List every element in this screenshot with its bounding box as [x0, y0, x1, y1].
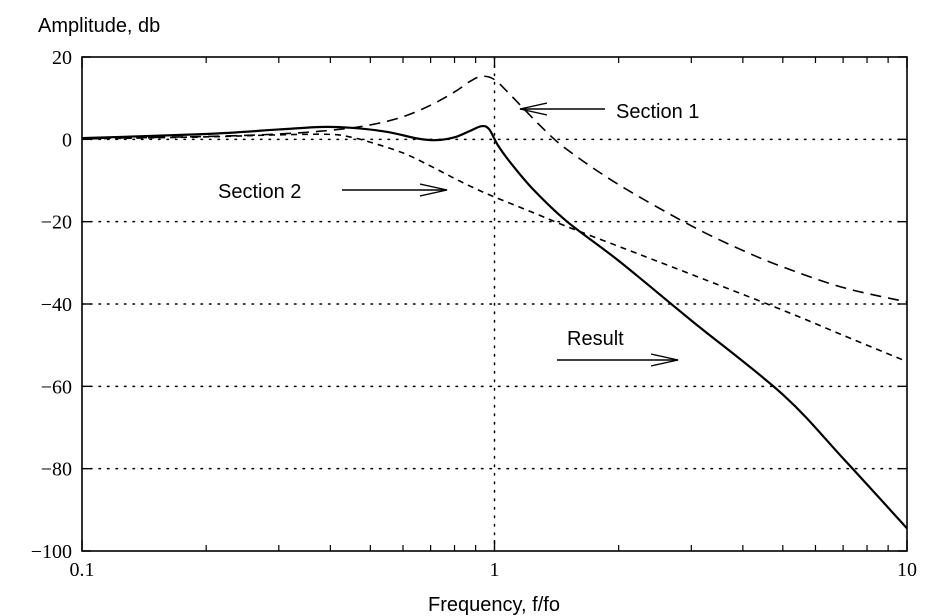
y-tick-label: 0 — [62, 129, 72, 151]
x-tick-label: 1 — [490, 559, 500, 581]
annotation-section-2-label: Section 2 — [218, 181, 301, 203]
x-axis-label: Frequency, f/fo — [428, 594, 560, 616]
plot-frame — [81, 56, 908, 552]
x-tick-label: 0.1 — [70, 559, 95, 581]
y-tick-label: −20 — [41, 212, 72, 234]
annotations: Section 1 Section 2 Result — [218, 101, 699, 360]
y-tick-label: −40 — [41, 294, 72, 316]
series-layer — [81, 75, 908, 530]
y-tick-label: −100 — [31, 541, 72, 563]
annotation-result-label: Result — [567, 328, 624, 350]
y-tick-label: −80 — [41, 459, 72, 481]
x-tick-label: 10 — [897, 559, 917, 581]
series-line-section-2 — [81, 133, 908, 363]
y-tick-label: 20 — [52, 47, 72, 69]
y-axis-label: Amplitude, db — [38, 15, 160, 37]
series-line-section-1 — [81, 75, 908, 303]
annotation-section-1-label: Section 1 — [616, 101, 699, 123]
series-line-result — [81, 124, 908, 530]
grid — [81, 56, 908, 552]
y-tick-label: −60 — [41, 376, 72, 398]
